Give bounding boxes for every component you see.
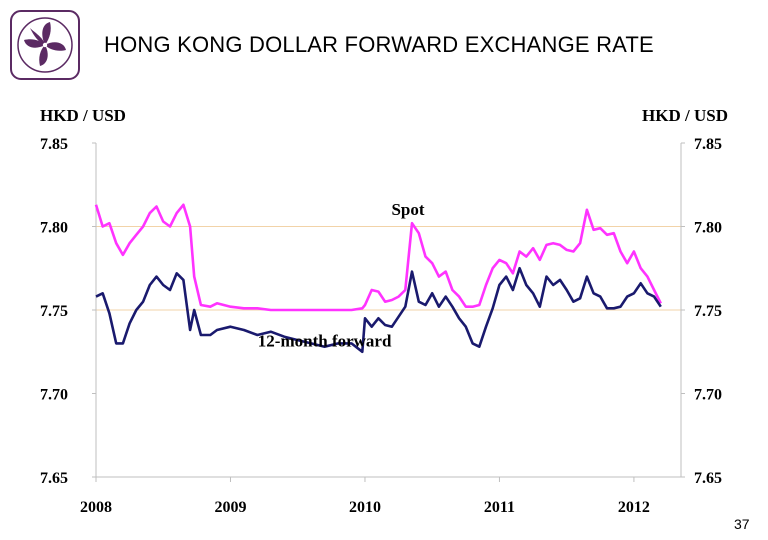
y-tick-label-left: 7.80: [40, 220, 68, 237]
tick-layer: 7.85 7.85 7.80 7.80 7.75 7.75 7.70 7.70 7.65 7.65…: [40, 136, 722, 516]
x-tick-label: 2012: [618, 499, 650, 516]
x-tick-label: 2008: [80, 499, 112, 516]
left-axis-label: HKD / USD: [40, 106, 126, 125]
annotation-layer: Spot 12-month forward: [258, 200, 425, 351]
x-tick-label: 2010: [349, 499, 381, 516]
forward-series-line: [95, 266, 662, 354]
grid-layer: [96, 226, 681, 311]
axis-layer: HKD / USD HKD / USD: [40, 106, 728, 478]
spot-annotation: Spot: [391, 200, 424, 219]
y-tick-label-left: 7.85: [40, 136, 68, 153]
y-tick-label-right: 7.65: [694, 470, 722, 487]
x-tick-label: 2009: [214, 499, 246, 516]
page-number: 37: [734, 516, 750, 532]
y-tick-label-left: 7.65: [40, 470, 68, 487]
x-tick-label: 2011: [484, 499, 515, 516]
y-tick-label-right: 7.75: [694, 303, 722, 320]
right-axis-label: HKD / USD: [642, 106, 728, 125]
y-tick-label-right: 7.80: [694, 220, 722, 237]
y-tick-label-left: 7.70: [40, 387, 68, 404]
series-layer: [94, 203, 662, 354]
spot-series-line: [94, 203, 662, 312]
slide-title: HONG KONG DOLLAR FORWARD EXCHANGE RATE: [104, 32, 654, 57]
y-tick-label-right: 7.70: [694, 387, 722, 404]
bauhinia-logo-icon: [10, 10, 80, 80]
forward-annotation: 12-month forward: [258, 332, 392, 351]
y-tick-label-right: 7.85: [694, 136, 722, 153]
y-tick-label-left: 7.75: [40, 303, 68, 320]
